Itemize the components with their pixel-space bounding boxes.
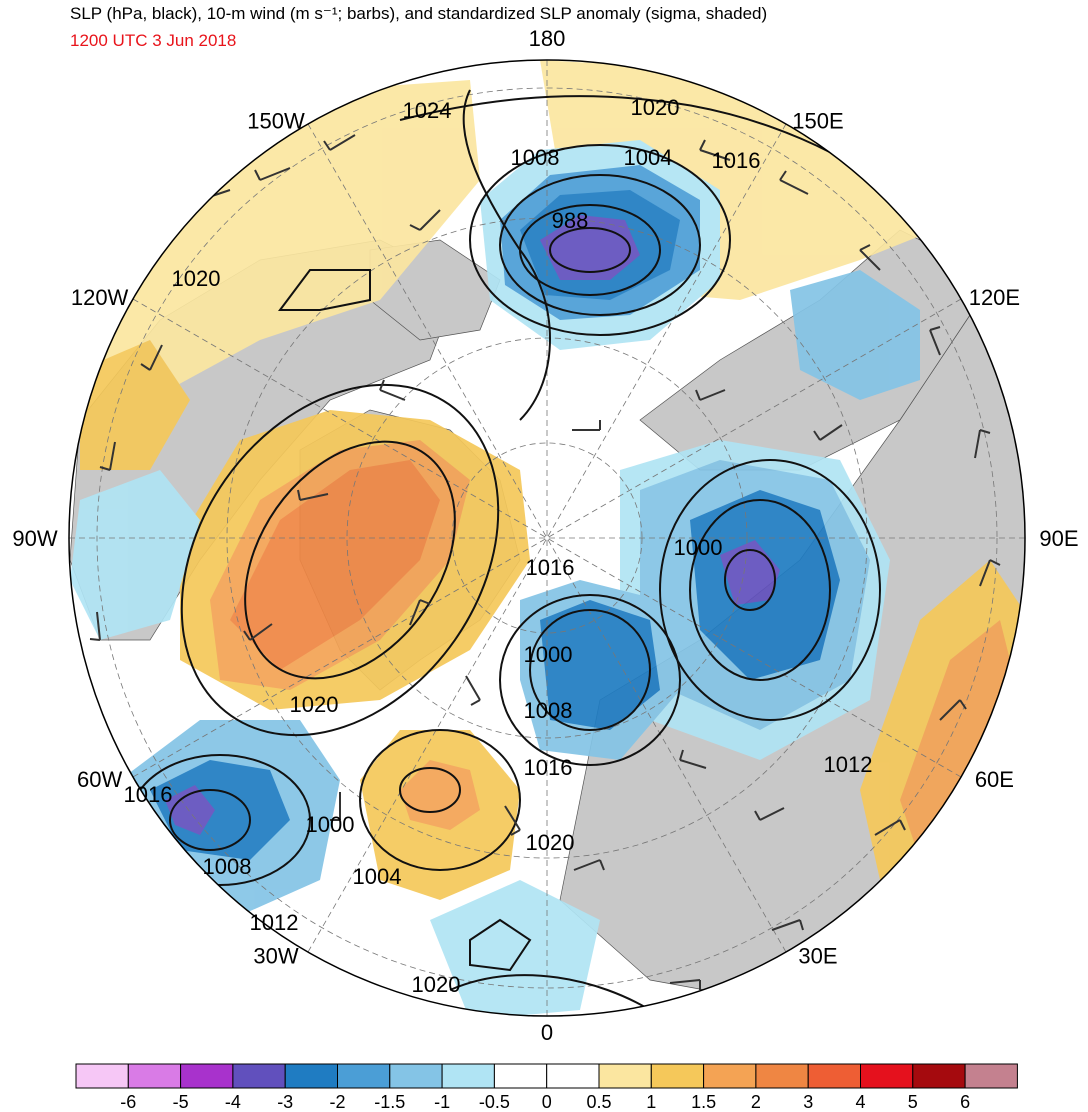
anomaly-negative-labrador-center: [165, 785, 215, 835]
isobar-label: 1016: [526, 555, 575, 580]
longitude-label-30e: 30E: [798, 943, 837, 968]
map-boundary: [68, 59, 1026, 1017]
anomaly-positive-canada-west: [80, 340, 190, 470]
isobar-label: 1020: [631, 95, 680, 120]
colorbar-swatch: [703, 1063, 757, 1089]
colorbar-tick: -1: [434, 1092, 450, 1112]
colorbar-swatch: [389, 1063, 443, 1089]
colorbar-tick: -3: [277, 1092, 293, 1112]
isobar-label: 1016: [124, 782, 173, 807]
colorbar-swatch: [180, 1063, 234, 1089]
colorbar-swatch: [807, 1063, 862, 1089]
anomaly-negative-canada-east: [70, 470, 200, 640]
longitude-label-150w: 150W: [247, 109, 305, 134]
isobar-label: 1008: [524, 698, 573, 723]
isobar-label: 988: [552, 208, 589, 233]
colorbar-swatch: [598, 1063, 652, 1089]
colorbar-swatch: [493, 1063, 548, 1089]
isobar-label: 1024: [403, 98, 452, 123]
colorbar-tick: 0.5: [586, 1092, 611, 1112]
colorbar-tick: 1: [646, 1092, 656, 1112]
colorbar-tick: -0.5: [479, 1092, 510, 1112]
colorbar-tick: 0: [542, 1092, 552, 1112]
colorbar-tick: -1.5: [374, 1092, 405, 1112]
longitude-label-120e: 120E: [969, 285, 1020, 310]
isobar-label: 1008: [511, 145, 560, 170]
colorbar-tick: -2: [329, 1092, 345, 1112]
colorbar-swatch: [650, 1063, 705, 1089]
colorbar-swatch: [964, 1063, 1018, 1089]
isobar-label: 1012: [250, 910, 299, 935]
isobar-label: 1000: [674, 535, 723, 560]
anomaly-negative-europe: [430, 880, 600, 1016]
anomaly-negative-norway-core: [540, 600, 660, 730]
isobar-label: 1020: [412, 972, 461, 997]
colorbar-swatch: [912, 1063, 966, 1089]
isobars: [129, 89, 901, 1011]
isobar-label: 1008: [203, 854, 252, 879]
isobar-label: 1016: [712, 148, 761, 173]
isobar-label: 1020: [290, 692, 339, 717]
anomaly-negative-east-siberia: [790, 270, 920, 400]
isobar-label: 1004: [353, 864, 402, 889]
isobar-label: 1016: [524, 755, 573, 780]
anomaly-negative-pacific-low-center: [540, 215, 640, 280]
colorbar-swatch: [284, 1063, 339, 1089]
isobar-label: 1004: [624, 145, 673, 170]
longitude-label-60w: 60W: [77, 767, 122, 792]
colorbar-tick: -5: [173, 1092, 189, 1112]
anomaly-positive-greenland-core: [230, 460, 440, 670]
colorbar-swatch: [441, 1063, 495, 1089]
colorbar-tick: 5: [908, 1092, 918, 1112]
longitude-label-0: 0: [541, 1020, 553, 1045]
map-title: SLP (hPa, black), 10-m wind (m s⁻¹; barb…: [70, 4, 768, 23]
colorbar-swatch: [127, 1063, 182, 1089]
longitude-label-30w: 30W: [253, 943, 298, 968]
isobar-labels: 1024 1020 1008 1004 1016 988 1020 1000 1016 1000 1…: [124, 95, 873, 997]
isobar-label: 1020: [526, 830, 575, 855]
isobar-label: 1000: [306, 812, 355, 837]
colorbar: -6 -5 -4 -3 -2 -1.5 -1 -0.5 0 0.5 1 1.5 2 3 4 5 6: [75, 1063, 1018, 1112]
anomaly-shading: [70, 60, 1025, 1016]
isobar-label: 1000: [524, 642, 573, 667]
colorbar-tick: 4: [855, 1092, 865, 1112]
colorbar-swatch: [546, 1063, 600, 1089]
anomaly-positive-siberia-core: [900, 620, 1020, 860]
colorbar-tick: 2: [751, 1092, 761, 1112]
colorbar-tick: -6: [120, 1092, 136, 1112]
isobar-label: 1020: [172, 266, 221, 291]
colorbar-tick: -4: [225, 1092, 241, 1112]
graticule: [69, 60, 1025, 1016]
colorbar-tick: 1.5: [691, 1092, 716, 1112]
longitude-label-60e: 60E: [975, 767, 1014, 792]
longitude-label-120w: 120W: [71, 285, 129, 310]
longitude-label-180: 180: [529, 26, 566, 51]
colorbar-swatch: [337, 1063, 391, 1089]
isobar-label: 1012: [824, 752, 873, 777]
longitude-label-150e: 150E: [792, 109, 843, 134]
anomaly-negative-labrador-core: [150, 760, 290, 860]
colorbar-swatch: [232, 1063, 286, 1089]
map-disk: [69, 60, 1025, 1016]
valid-time: 1200 UTC 3 Jun 2018: [70, 31, 237, 50]
anomaly-positive-north-america: [70, 80, 480, 420]
colorbar-swatch: [755, 1063, 809, 1089]
colorbar-swatch: [75, 1063, 129, 1089]
colorbar-tick: 6: [960, 1092, 970, 1112]
longitude-labels: 180 150E 120E 90E 60E 30E 0 30W 60W 90W 120W 150W: [12, 26, 1078, 1045]
anomaly-positive-atlantic-high-core: [400, 760, 480, 830]
colorbar-swatch: [860, 1063, 914, 1089]
colorbar-tick: 3: [803, 1092, 813, 1112]
longitude-label-90e: 90E: [1039, 526, 1078, 551]
longitude-label-90w: 90W: [12, 526, 57, 551]
